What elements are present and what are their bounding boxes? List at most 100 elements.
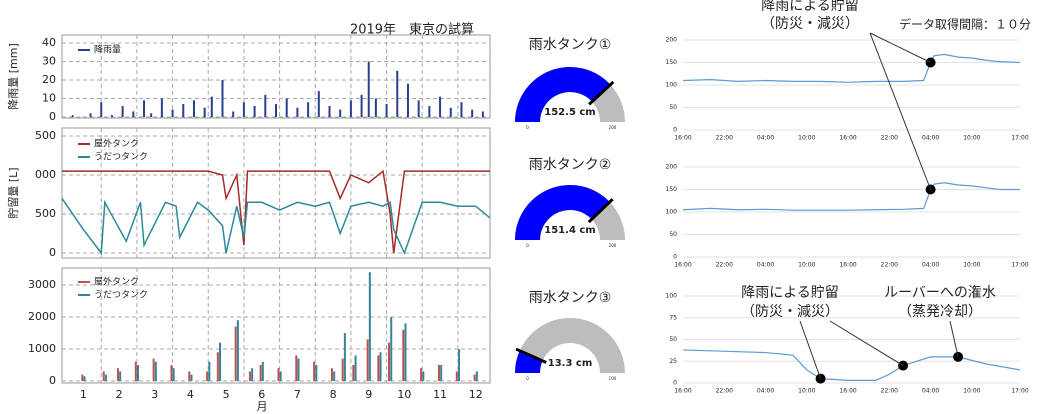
x-tick-label: 17:00	[1011, 135, 1028, 142]
bar	[210, 96, 213, 117]
y-tick-label: 200	[666, 164, 678, 171]
x-tick-label: 22:00	[716, 262, 733, 269]
gauge-fill	[515, 350, 543, 373]
x-tick-label: 10:00	[798, 135, 815, 142]
bar	[481, 111, 484, 117]
bar	[295, 355, 298, 381]
bar	[352, 365, 355, 381]
x-tick-label: 16:00	[674, 388, 691, 395]
bar	[208, 361, 211, 381]
bar	[190, 374, 193, 381]
line-series	[62, 169, 490, 254]
bar	[296, 107, 299, 117]
y-tick-label: 2000	[28, 310, 56, 323]
y-tick-label: 200	[666, 37, 678, 44]
bar	[455, 371, 458, 381]
bar	[379, 352, 382, 381]
bar	[367, 61, 370, 117]
bar	[170, 365, 173, 381]
bar	[102, 371, 105, 381]
bar	[160, 98, 163, 117]
x-tick-label: 8	[330, 388, 337, 401]
bar	[203, 107, 206, 117]
legend-label: 屋外タンク	[94, 138, 139, 150]
bar	[154, 361, 157, 381]
bar	[313, 361, 316, 381]
y-tick-label: 0	[49, 110, 56, 123]
gauge-range-label: 200	[609, 243, 617, 248]
bar	[349, 100, 352, 117]
annotation-line	[799, 320, 822, 379]
gauge-needle	[587, 198, 614, 224]
x-tick-label: 10:00	[963, 388, 980, 395]
x-tick-label: 4	[187, 388, 194, 401]
y-tick-label: 150	[666, 59, 678, 66]
x-tick-label: 10:00	[963, 262, 980, 269]
bar	[354, 355, 357, 381]
bar	[385, 104, 388, 117]
gauge-range-label: 0	[526, 125, 529, 130]
bar	[152, 358, 155, 381]
bar	[396, 70, 399, 117]
x-tick-label: 16:00	[839, 135, 856, 142]
y-tick-label: 30	[42, 55, 56, 68]
bar	[143, 100, 146, 117]
y-tick-label: 0	[49, 374, 56, 387]
x-tick-label: 6	[258, 388, 265, 401]
bar	[275, 104, 277, 117]
bar	[188, 371, 191, 381]
bar	[83, 376, 86, 381]
annotation: ルーバーへの潅水	[884, 284, 996, 301]
bar	[449, 107, 452, 117]
gauge-range-label: 0	[526, 243, 529, 248]
bar	[132, 111, 135, 117]
bar	[216, 352, 219, 381]
bar	[360, 94, 363, 117]
x-tick-label: 2	[116, 388, 123, 401]
bar	[81, 374, 84, 381]
x-tick-label: 04:00	[757, 262, 774, 269]
y-tick-label: 20	[42, 73, 56, 86]
bar	[150, 113, 153, 117]
y-tick-label: 0	[673, 380, 677, 387]
bar	[374, 98, 377, 117]
line-series	[61, 197, 491, 256]
bar	[440, 365, 443, 381]
bar	[221, 80, 224, 117]
bar	[422, 371, 425, 381]
bar	[341, 358, 344, 381]
bar	[279, 371, 282, 381]
bar	[104, 374, 107, 381]
bar	[471, 109, 474, 117]
bar	[458, 349, 460, 381]
bar	[236, 320, 239, 381]
x-tick-label: 22:00	[716, 388, 733, 395]
gauge-range-label: 0	[526, 376, 529, 381]
annotation: （防災・減災）	[761, 15, 859, 32]
gauge-needle	[515, 347, 547, 364]
bar	[406, 83, 409, 117]
y-tick-label: 75	[669, 314, 677, 321]
gauge-range-label: 200	[609, 125, 617, 130]
y-tick-label: 0	[673, 127, 677, 134]
gauge-value-label: 13.3 cm	[548, 358, 593, 369]
annotation-line	[869, 32, 931, 63]
bar	[277, 368, 280, 381]
y-tick-label: 0	[673, 254, 677, 261]
bar	[339, 109, 342, 117]
y-tick-label: 150	[666, 186, 678, 193]
annotation: データ取得間隔：１０分	[899, 17, 1031, 32]
bar	[116, 368, 119, 381]
bar	[343, 333, 346, 381]
bar	[388, 342, 391, 381]
bar	[264, 94, 267, 117]
x-tick-label: 10:00	[798, 262, 815, 269]
x-tick-label: 5	[223, 388, 230, 401]
gauge-fill	[515, 184, 610, 240]
x-tick-label: 04:00	[922, 262, 939, 269]
bar	[121, 105, 124, 117]
x-tick-label: 17:00	[1011, 262, 1028, 269]
bar	[182, 104, 185, 117]
x-tick-label: 16:00	[674, 135, 691, 142]
bar	[307, 102, 310, 117]
